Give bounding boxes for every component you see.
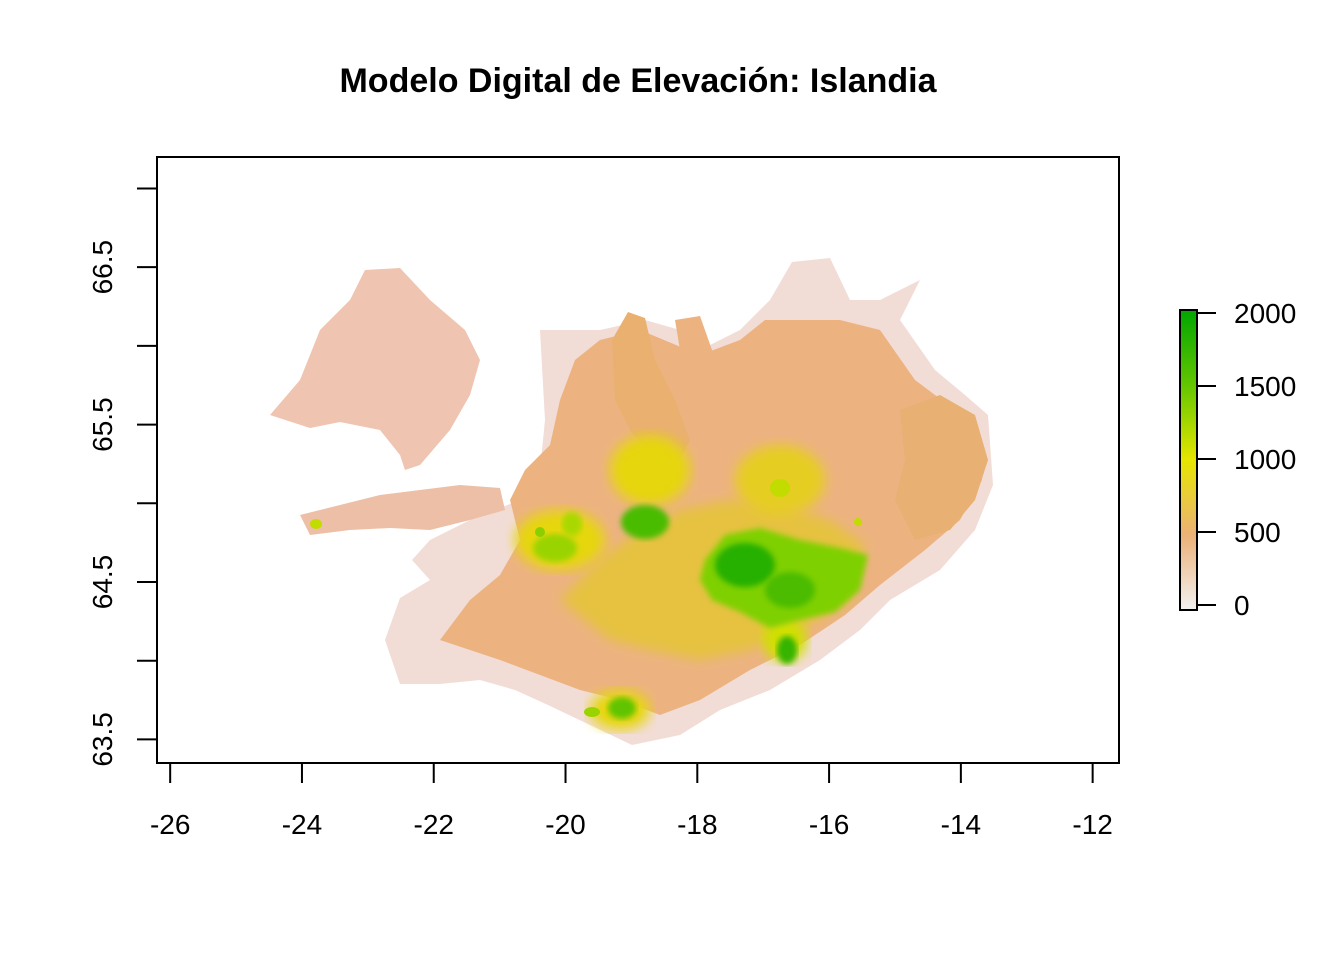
legend-tick-label: 1500 xyxy=(1234,371,1296,402)
troll-peninsula xyxy=(612,312,690,460)
x-tick-label: -20 xyxy=(545,809,585,840)
highland-yellow-1 xyxy=(610,435,690,505)
westfjords-base xyxy=(270,268,480,470)
vatnajokull-peak-2 xyxy=(765,572,815,608)
x-tick-label: -22 xyxy=(414,809,454,840)
x-axis: -26 -24 -22 -20 -18 -16 -14 -12 xyxy=(150,762,1113,840)
small-icecap-1 xyxy=(770,479,790,497)
y-tick-label: 64.5 xyxy=(87,555,118,610)
legend-tick-label: 2000 xyxy=(1234,298,1296,329)
legend-tick-label: 500 xyxy=(1234,517,1281,548)
y-tick-label: 66.5 xyxy=(87,240,118,295)
small-icecap-3 xyxy=(854,518,862,526)
small-icecap-2 xyxy=(535,527,545,537)
map-title: Modelo Digital de Elevación: Islandia xyxy=(339,62,937,100)
x-tick-label: -24 xyxy=(282,809,322,840)
small-icecap-4 xyxy=(584,707,600,717)
x-tick-label: -14 xyxy=(941,809,981,840)
myrdalsjokull-glacier xyxy=(608,697,636,719)
y-axis: 63.5 64.5 65.5 66.5 xyxy=(87,187,158,767)
snaefellsnes-peninsula xyxy=(300,485,505,535)
vatnajokull-peak xyxy=(715,543,775,587)
x-tick-label: -12 xyxy=(1072,809,1112,840)
snaefellsjokull xyxy=(310,519,322,529)
north-ridge xyxy=(675,316,720,420)
x-tick-label: -18 xyxy=(677,809,717,840)
langjokull-north xyxy=(562,512,582,536)
y-tick-label: 63.5 xyxy=(87,712,118,767)
east-fjords xyxy=(895,395,988,540)
x-tick-label: -16 xyxy=(809,809,849,840)
y-tick-label: 65.5 xyxy=(87,397,118,452)
hofsjokull-glacier xyxy=(621,505,669,539)
langjokull-glacier xyxy=(533,534,577,562)
legend-tick-label: 1000 xyxy=(1234,444,1296,475)
legend-colorbar xyxy=(1179,309,1198,611)
x-tick-label: -26 xyxy=(150,809,190,840)
oraefajokull-peak xyxy=(777,636,797,664)
legend-tick-label: 0 xyxy=(1234,590,1250,621)
elevation-legend: 0 500 1000 1500 2000 xyxy=(1179,298,1296,621)
iceland-elevation-raster xyxy=(270,258,993,745)
